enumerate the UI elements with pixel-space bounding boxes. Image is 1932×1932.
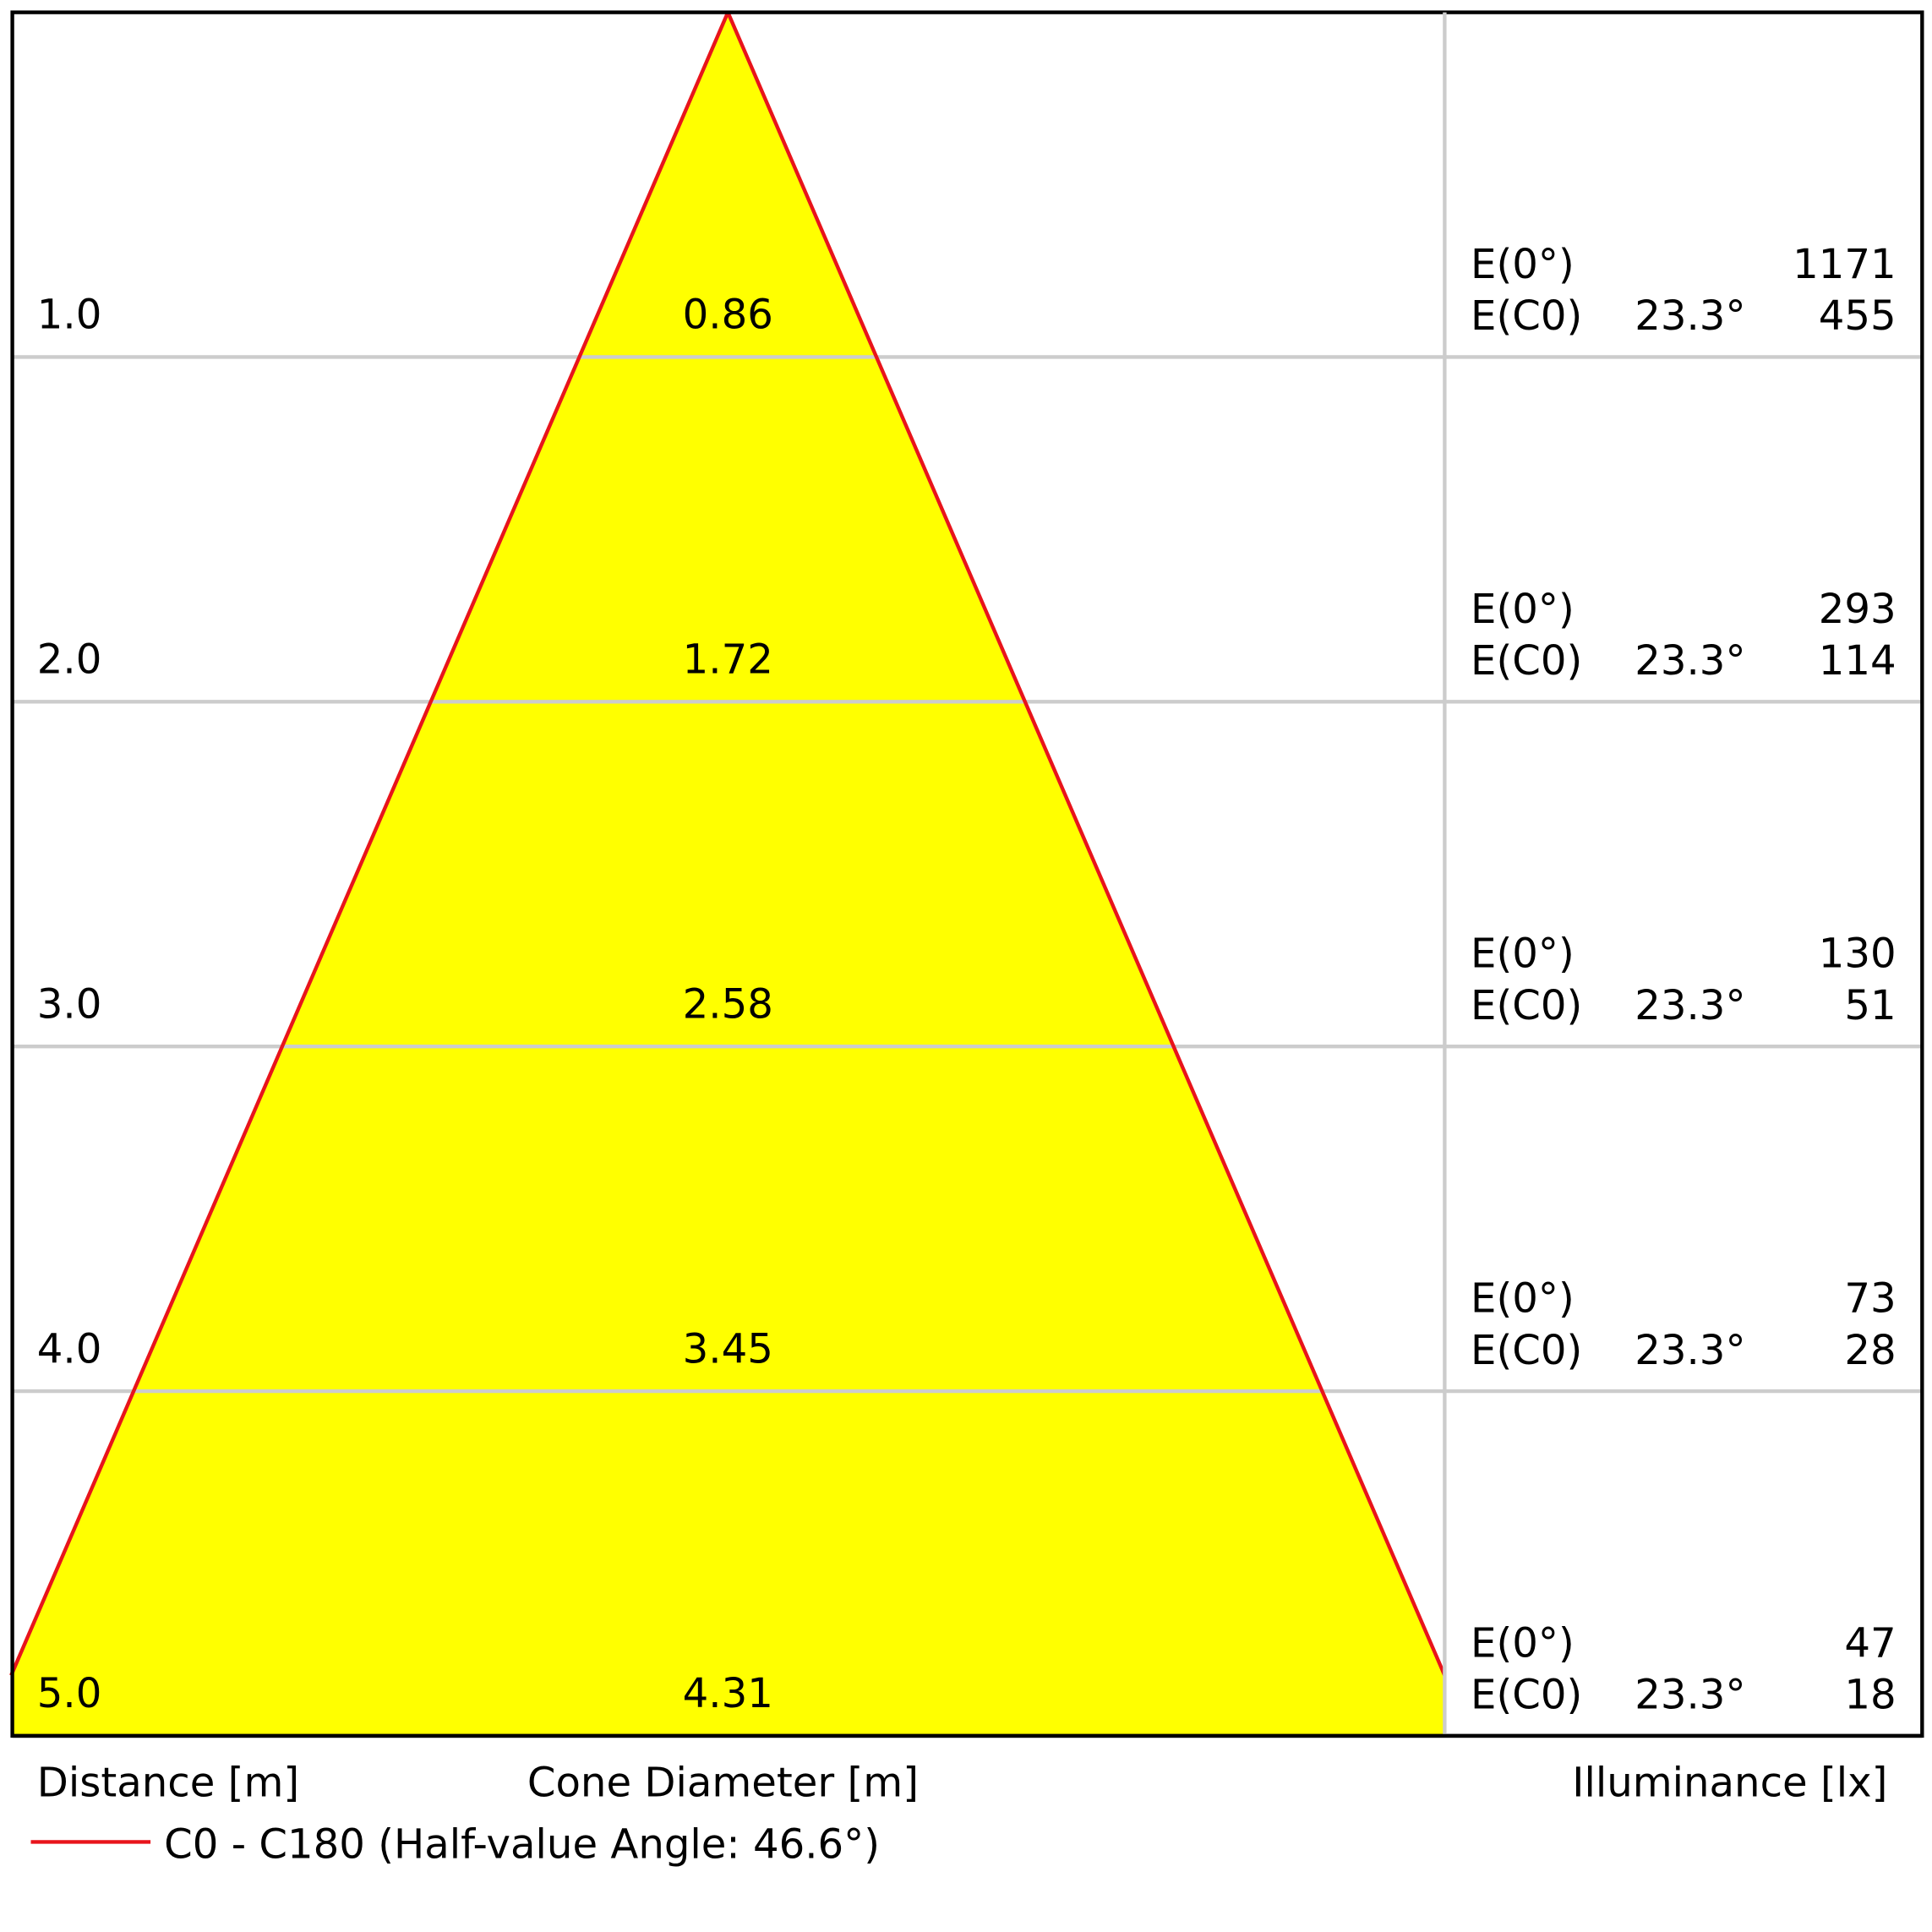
distance-label: 2.0 [37,636,102,684]
legend-label: C0 - C180 (Half-value Angle: 46.6°) [164,1820,880,1868]
ec0-label: E(C0) [1471,982,1582,1029]
ec0-label: E(C0) [1471,292,1582,340]
diameter-label: 3.45 [683,1325,773,1373]
ec0-label: E(C0) [1471,637,1582,685]
e0-value: 130 [1819,931,1897,978]
axis-label: Cone Diameter [m] [527,1759,919,1806]
angle-label: 23.3° [1635,1672,1745,1719]
ec0-value: 114 [1819,637,1897,685]
distance-label: 3.0 [37,980,102,1028]
distance-label: 5.0 [37,1670,102,1717]
cone-edge [9,11,730,1677]
e0-label: E(0°) [1471,241,1575,288]
cone-fill [11,12,1445,1736]
angle-label: 23.3° [1635,637,1745,685]
diameter-label: 0.86 [683,292,773,339]
ec0-value: 18 [1844,1672,1896,1719]
e0-label: E(0°) [1471,1619,1575,1667]
e0-value: 47 [1844,1619,1896,1667]
ec0-label: E(C0) [1471,1672,1582,1719]
e0-label: E(0°) [1471,586,1575,633]
ec0-value: 51 [1844,982,1896,1029]
ec0-value: 28 [1844,1327,1896,1374]
ec0-value: 455 [1819,292,1897,340]
distance-label: 4.0 [37,1325,102,1373]
angle-label: 23.3° [1635,1327,1745,1374]
axis-label: Illuminance [lx] [1572,1759,1887,1806]
angle-label: 23.3° [1635,982,1745,1029]
ec0-label: E(C0) [1471,1327,1582,1374]
axis-label: Distance [m] [37,1759,299,1806]
e0-value: 1171 [1793,241,1897,288]
cone-edge [726,11,1447,1677]
angle-label: 23.3° [1635,292,1745,340]
e0-value: 293 [1819,586,1897,633]
diameter-label: 4.31 [683,1670,773,1717]
e0-label: E(0°) [1471,931,1575,978]
distance-label: 1.0 [37,292,102,339]
diameter-label: 2.58 [683,980,773,1028]
e0-label: E(0°) [1471,1274,1575,1322]
e0-value: 73 [1844,1274,1896,1322]
diameter-label: 1.72 [683,636,773,684]
